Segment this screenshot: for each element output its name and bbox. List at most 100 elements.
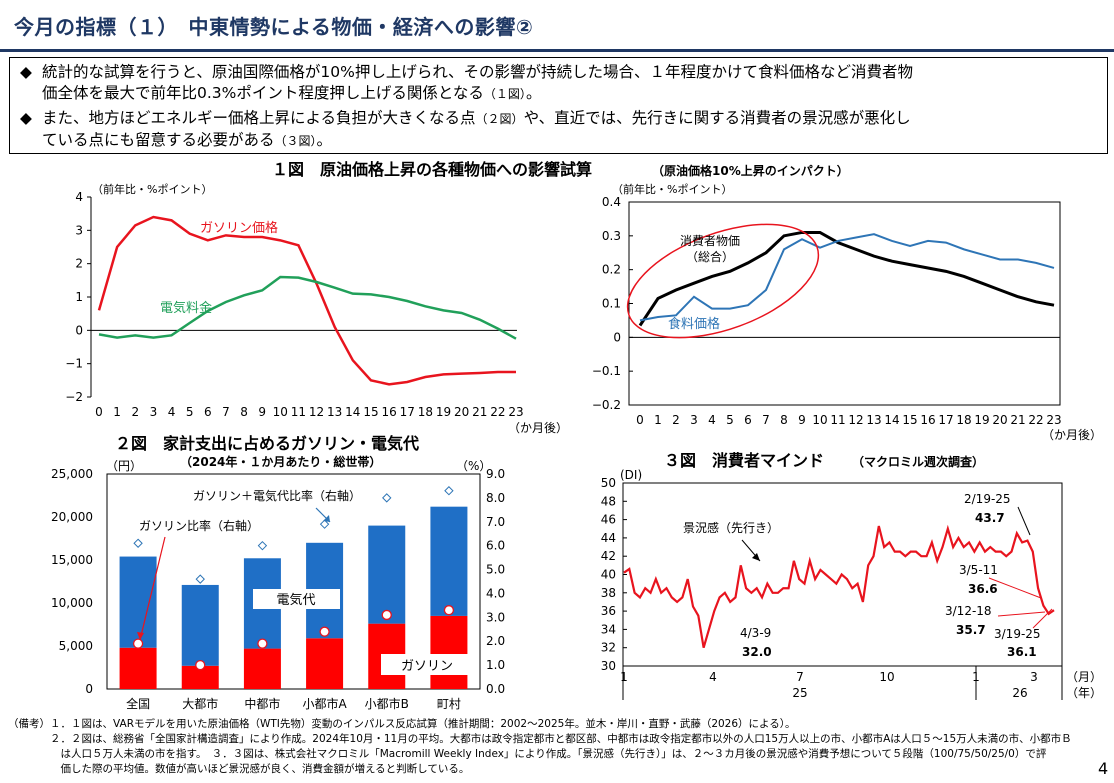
fig1-left-y-tick-label: 3 xyxy=(75,223,83,237)
fig2-chart: （円） （%） 0 5,000 10,000 15,000 20,000 25,000 0.0 1… xyxy=(51,459,505,711)
fig2-marker-total-ratio xyxy=(257,540,268,551)
fig3-x-year-label: 25 xyxy=(792,686,807,700)
fig2-x-tick-label: 小都市B xyxy=(365,696,409,711)
fig1-left-x-tick-label: 1 xyxy=(113,405,121,419)
fig1-right-x-tick-label: 16 xyxy=(920,413,935,427)
fig1-right-x-tick-label: 23 xyxy=(1046,413,1061,427)
fig1-left-series-line-0 xyxy=(97,215,516,386)
fig1-right-x-tick-label: 10 xyxy=(812,413,827,427)
fig2-frame xyxy=(106,473,481,690)
fig3-y-tick-label: 38 xyxy=(601,586,616,600)
bullet-2-line-1: また、地方ほどエネルギー価格上昇による負担が大きくなる点（２図）や、直近では、先… xyxy=(42,108,1100,130)
fig1-left-x-tick-label: 18 xyxy=(418,405,433,419)
fig2-marker-gasoline-ratio xyxy=(381,609,392,621)
fig1-right-x-tick-label: 13 xyxy=(866,413,881,427)
fig2-arrow-head xyxy=(137,632,144,640)
title-underline xyxy=(0,49,1114,52)
fig2-marker-gasoline-ratio xyxy=(257,638,268,649)
fig3-annot-leader xyxy=(997,611,1046,617)
fig2-marker-gasoline-ratio xyxy=(195,659,206,671)
fig1-left-x-tick-label: 8 xyxy=(240,405,248,419)
fig1-left-x-tick-label: 15 xyxy=(363,405,378,419)
fig1-left-x-tick-label: 6 xyxy=(204,405,212,419)
fig1-left-x-tick-label: 21 xyxy=(472,405,487,419)
fig3-annot-value: 35.7 xyxy=(956,623,986,637)
page-title: 今月の指標（１） 中東情勢による物価・経済への影響② xyxy=(14,15,534,39)
fig3-x-month-label: 7 xyxy=(796,670,804,684)
bullet-1-line-2: 価全体を最大で前年比0.3%ポイント程度押し上げる関係となる（１図）。 xyxy=(42,83,1100,105)
fig1-right-x-tick-label: 12 xyxy=(848,413,863,427)
bullet-2-line-2: ている点にも留意する必要がある（３図）。 xyxy=(42,130,1100,152)
note-line-2: ２．２図は、総務省「全国家計構造調査」により作成。2024年10月・11月の平均… xyxy=(8,733,1072,745)
fig1-left-legend-electric: 電気料金 xyxy=(160,300,212,316)
fig1-left-x-tick-label: 12 xyxy=(309,405,324,419)
fig2-y-tick-label: 25,000 xyxy=(51,467,93,481)
fig3-y-tick-label: 46 xyxy=(601,513,616,527)
fig3-annot-leader xyxy=(1017,506,1031,536)
fig3-y-tick-label: 44 xyxy=(601,531,616,545)
fig3-ylabel: (DI) xyxy=(620,468,642,482)
fig3-x-month-label: 4 xyxy=(709,670,717,684)
fig2-y2-tick-label: 7.0 xyxy=(486,515,505,529)
fig1-left-series-line-1 xyxy=(98,275,517,340)
fig2-bar-electric xyxy=(181,584,219,666)
fig1-left-x-tick-label: 20 xyxy=(454,405,469,419)
fig1-right-x-tick-label: 11 xyxy=(830,413,845,427)
fig3-x-unit-year: （年） xyxy=(1066,686,1102,700)
fig2-bar-gasoline xyxy=(243,648,281,689)
fig1-right-chart: （前年比・%ポイント）−0.2−0.100.10.20.30.40 1 2 3 4 5 6 7… xyxy=(592,182,1102,442)
fig2-y-tick-label: 15,000 xyxy=(51,553,93,567)
note-line-4: 価した際の平均値。数値が高いほど景況感が良く、消費金額が増えると判断している。 xyxy=(8,763,470,775)
fig2-y2-tick-label: 5.0 xyxy=(486,563,505,577)
summary-bullet-2: ◆ また、地方ほどエネルギー価格上昇による負担が大きくなる点（２図）や、直近では… xyxy=(20,108,1100,152)
bullet-2-figure-ref-2: （３図） xyxy=(274,134,317,148)
fig1-left-xlabel: （か月後） xyxy=(508,421,568,435)
bullet-2-text-a: また、地方ほどエネルギー価格上昇による負担が大きくなる点 xyxy=(42,109,476,127)
bullet-1-text: 価全体を最大で前年比0.3%ポイント程度押し上げる関係となる xyxy=(42,84,484,102)
fig1-left-x-tick-label: 5 xyxy=(186,405,194,419)
fig3-annot-date: 3/12-18 xyxy=(945,604,992,618)
fig1-right-x-tick-label: 5 xyxy=(726,413,734,427)
fig2-bar-gasoline xyxy=(181,665,219,689)
fig2-y-tick-label: 5,000 xyxy=(59,639,93,653)
fig2-y-tick-label: 20,000 xyxy=(51,510,93,524)
fig2-y2-tick-label: 3.0 xyxy=(486,610,505,624)
fig1-right-x-tick-label: 0 xyxy=(636,413,644,427)
fig2-marker-total-ratio xyxy=(133,538,143,548)
fig3-y-tick-label: 34 xyxy=(601,622,616,636)
fig3-y-tick-label: 30 xyxy=(601,659,616,673)
fig1-left-x-tick-label: 23 xyxy=(508,405,523,419)
fig2-marker-gasoline-ratio xyxy=(132,638,144,649)
fig3-y-tick-label: 36 xyxy=(601,604,616,618)
fig1-right-x-tick-label: 1 xyxy=(654,413,662,427)
fig1-right-x-tick-label: 19 xyxy=(974,413,989,427)
fig3-y-tick-label: 32 xyxy=(601,641,616,655)
fig2-bar-electric xyxy=(430,506,468,616)
fig2-legend-electric: 電気代 xyxy=(276,592,315,608)
fig1-left-x-tick-label: 4 xyxy=(168,405,176,419)
fig1-right-y-tick-label: 0.1 xyxy=(602,297,621,311)
fig1-right-x-tick-label: 9 xyxy=(798,413,806,427)
fig3-annot-date: 4/3-9 xyxy=(740,626,771,640)
fig1-left-y-tick-label: 4 xyxy=(75,190,83,204)
fig1-right-x-tick-label: 20 xyxy=(992,413,1007,427)
fig1-right-legend-food: 食料価格 xyxy=(668,316,720,332)
bullet-2-text-c: ている点にも留意する必要がある xyxy=(42,131,275,149)
fig1-left-x-tick-label: 7 xyxy=(222,405,230,419)
fig2-x-tick-label: 小都市A xyxy=(302,696,347,711)
fig3-y-tick-label: 50 xyxy=(601,476,616,490)
fig1-left-x-tick-label: 2 xyxy=(131,405,139,419)
fig1-left-x-tick-label: 14 xyxy=(345,405,360,419)
fig2-x-tick-label: 全国 xyxy=(126,696,150,711)
fig1-left-y-tick-label: 1 xyxy=(75,290,83,304)
page-number: 4 xyxy=(1098,759,1109,778)
fig1-right-x-tick-label: 18 xyxy=(956,413,971,427)
fig1-right-y-tick-label: 0 xyxy=(613,330,621,344)
fig2-y2-tick-label: 2.0 xyxy=(486,634,505,648)
fig2-marker-gasoline-ratio xyxy=(319,626,330,637)
fig1-right-x-tick-label: 22 xyxy=(1028,413,1043,427)
fig3-subtitle: （マクロミル週次調査） xyxy=(852,454,984,469)
fig1-right-xlabel: （か月後） xyxy=(1042,428,1102,442)
fig2-y2-tick-label: 9.0 xyxy=(486,467,505,481)
fig3-annot-date: 3/5-11 xyxy=(959,563,998,577)
